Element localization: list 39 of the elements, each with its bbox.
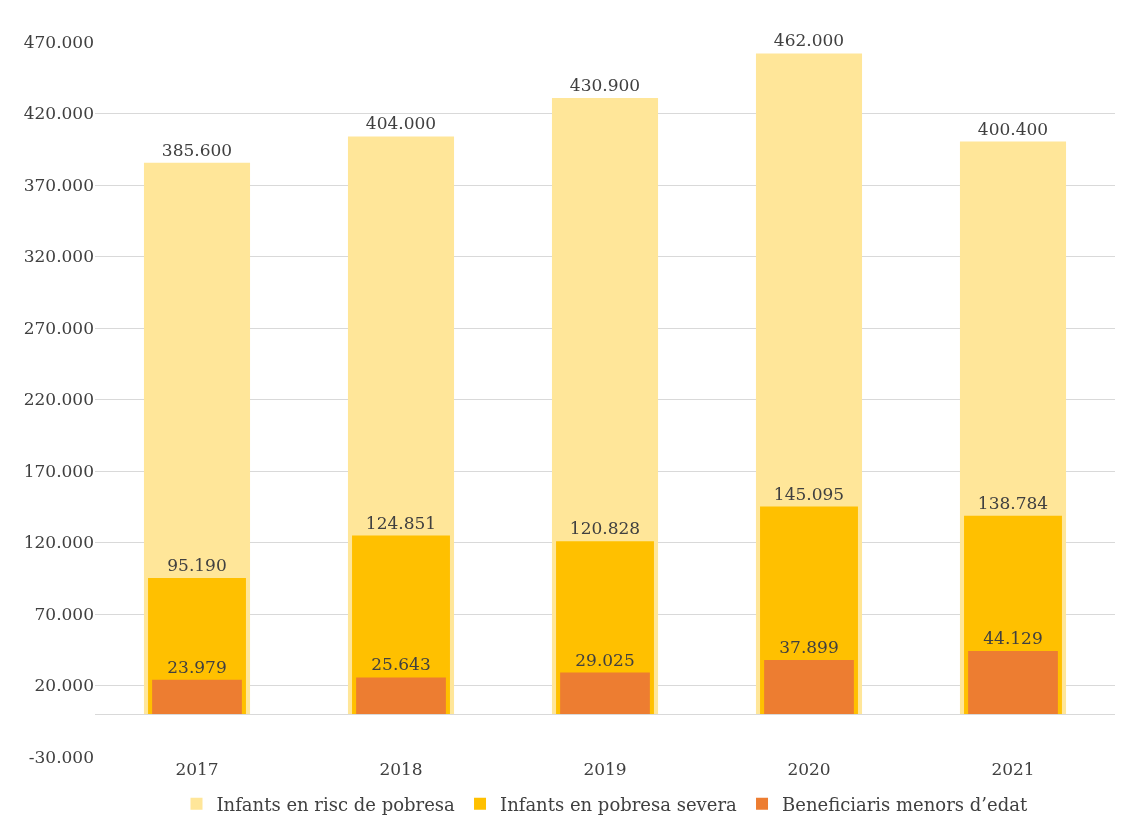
y-tick-label: 320.000 — [23, 246, 94, 267]
bar — [560, 672, 650, 715]
data-label: 120.828 — [569, 518, 641, 539]
bar — [152, 679, 242, 715]
legend-label: Infants en pobresa severa — [500, 793, 738, 815]
y-tick-label: 370.000 — [23, 174, 94, 195]
data-label: 95.190 — [167, 554, 227, 575]
y-tick-label: 120.000 — [23, 532, 94, 553]
data-label: 404.000 — [365, 113, 437, 134]
bar — [968, 651, 1058, 715]
y-tick-label: 20.000 — [34, 675, 94, 696]
y-tick-label: 70.000 — [34, 603, 94, 624]
y-tick-label: -30.000 — [28, 746, 94, 767]
bar — [356, 677, 446, 715]
data-label: 124.851 — [365, 512, 437, 533]
data-label: 44.129 — [983, 628, 1043, 648]
data-label: 138.784 — [977, 492, 1049, 513]
x-tick-label: 2021 — [991, 759, 1035, 779]
y-tick-label: 170.000 — [23, 460, 94, 481]
y-tick-label: 270.000 — [23, 317, 94, 338]
legend-label: Infants en risc de pobresa — [216, 793, 456, 815]
data-label: 37.899 — [779, 636, 839, 657]
data-label: 29.025 — [575, 649, 635, 670]
bar — [764, 659, 854, 715]
x-tick-label: 2020 — [787, 759, 831, 779]
x-tick-label: 2017 — [175, 759, 219, 779]
y-tick-label: 420.000 — [23, 103, 94, 124]
y-tick-label: 470.000 — [23, 31, 94, 52]
data-label: 462.000 — [773, 30, 845, 51]
data-label: 400.400 — [977, 118, 1049, 139]
y-tick-label: 220.000 — [23, 389, 94, 410]
data-label: 145.095 — [773, 483, 845, 504]
data-label: 23.979 — [167, 656, 227, 677]
x-tick-label: 2018 — [379, 759, 423, 779]
data-label: 25.643 — [371, 654, 431, 675]
legend-label: Beneficiaris menors d’edat — [782, 793, 1028, 815]
data-label: 385.600 — [161, 139, 233, 160]
x-tick-label: 2019 — [583, 759, 627, 779]
data-label: 430.900 — [569, 74, 641, 95]
